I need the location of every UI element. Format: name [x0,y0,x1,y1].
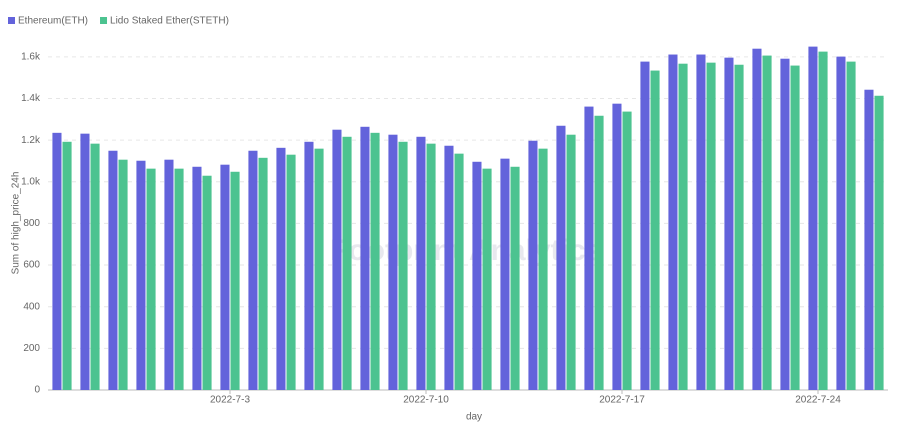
bar [416,136,426,390]
bar [136,160,146,390]
x-tick-label: 2022-7-3 [210,395,250,406]
bar [472,161,482,390]
bar [752,48,762,390]
bar [874,95,884,391]
legend-label: Ethereum(ETH) [18,16,88,27]
bar [258,157,268,390]
y-tick-label: 400 [23,301,40,312]
bar [426,143,436,390]
bar [566,134,576,390]
bar [790,65,800,391]
bar [668,54,678,391]
bar [248,150,258,390]
legend-swatch [8,17,15,24]
bar [90,143,100,390]
bar [174,168,184,390]
bar [500,158,510,390]
bar [52,132,62,390]
bar [594,115,604,390]
legend-label: Lido Staked Ether(STETH) [110,16,229,27]
bar [202,175,212,390]
bar [360,126,370,390]
y-tick-label: 1.6k [21,51,41,62]
y-tick-label: 800 [23,218,40,229]
y-tick-label: 1.0k [21,176,41,187]
bar [220,164,230,390]
x-tick-label: 2022-7-10 [403,395,449,406]
bar [650,70,660,390]
bar [612,103,622,391]
bar [164,159,174,390]
bar [230,171,240,390]
bar [192,166,202,390]
bar [808,46,818,391]
y-tick-label: 200 [23,343,40,354]
bar [678,63,688,391]
bar [342,136,352,390]
y-tick-label: 0 [34,385,40,396]
bar [482,168,492,390]
bar [398,141,408,390]
bar [640,61,650,390]
bar [304,141,314,390]
bar [724,57,734,391]
bar [538,148,548,390]
y-tick-label: 1.4k [21,93,41,104]
bar [108,150,118,390]
y-tick-label: 1.2k [21,135,41,146]
bar [734,64,744,390]
bar [146,168,156,390]
bar [286,154,296,390]
y-tick-label: 600 [23,260,40,271]
bar [454,153,464,390]
bar [846,61,856,390]
bar [62,141,72,390]
bar [528,140,538,390]
bar [314,148,324,390]
bar [510,166,520,390]
legend-swatch [100,17,108,24]
bar [706,62,716,391]
bar [332,129,342,391]
bar [696,54,706,391]
bar [556,125,566,390]
bar [584,106,594,390]
x-axis-label: day [466,412,482,423]
y-axis-label: Sum of high_price_24h [11,172,22,275]
bar [818,51,828,390]
bar [276,147,286,390]
bar [370,132,380,390]
x-tick-label: 2022-7-17 [599,395,645,406]
x-tick-label: 2022-7-24 [795,395,841,406]
bar [622,111,632,390]
bar [118,159,128,390]
bar [444,145,454,390]
bar [836,56,846,390]
bar [780,58,790,391]
bar [388,134,398,390]
bar [80,133,90,390]
bar [864,89,874,391]
bar [762,55,772,390]
